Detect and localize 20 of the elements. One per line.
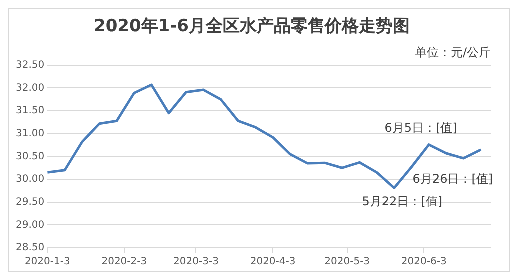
y-tick-label: 29.00 bbox=[16, 220, 45, 231]
x-tick-label: 2020-2-3 bbox=[102, 256, 148, 268]
y-tick-label: 32.50 bbox=[16, 60, 45, 71]
annotation: 6月26日：[值] bbox=[412, 172, 494, 186]
annotation: 5月22日：[值] bbox=[362, 194, 443, 208]
y-tick-label: 29.50 bbox=[16, 196, 45, 208]
annotation: 6月5日：[值] bbox=[384, 120, 458, 135]
y-tick-label: 31.00 bbox=[16, 128, 45, 140]
text: 单位：元/公斤 bbox=[414, 46, 491, 60]
x-tick-label: 2020-3-3 bbox=[174, 256, 219, 268]
x-tick-label: 2020-1-3 bbox=[24, 256, 70, 268]
chart-title: 2020年1-6月全区水产品零售价格走势图 bbox=[94, 16, 410, 37]
y-tick-label: 28.50 bbox=[16, 242, 45, 254]
x-tick-label: 2020-5-3 bbox=[324, 256, 370, 268]
y-tick-label: 30.00 bbox=[16, 174, 45, 186]
x-tick-label: 2020-4-3 bbox=[250, 256, 296, 268]
y-tick-label: 31.50 bbox=[16, 106, 45, 117]
x-tick-label: 2020-6-3 bbox=[401, 256, 447, 268]
y-tick-label: 32.00 bbox=[16, 82, 45, 94]
y-tick-label: 30.50 bbox=[16, 151, 45, 162]
